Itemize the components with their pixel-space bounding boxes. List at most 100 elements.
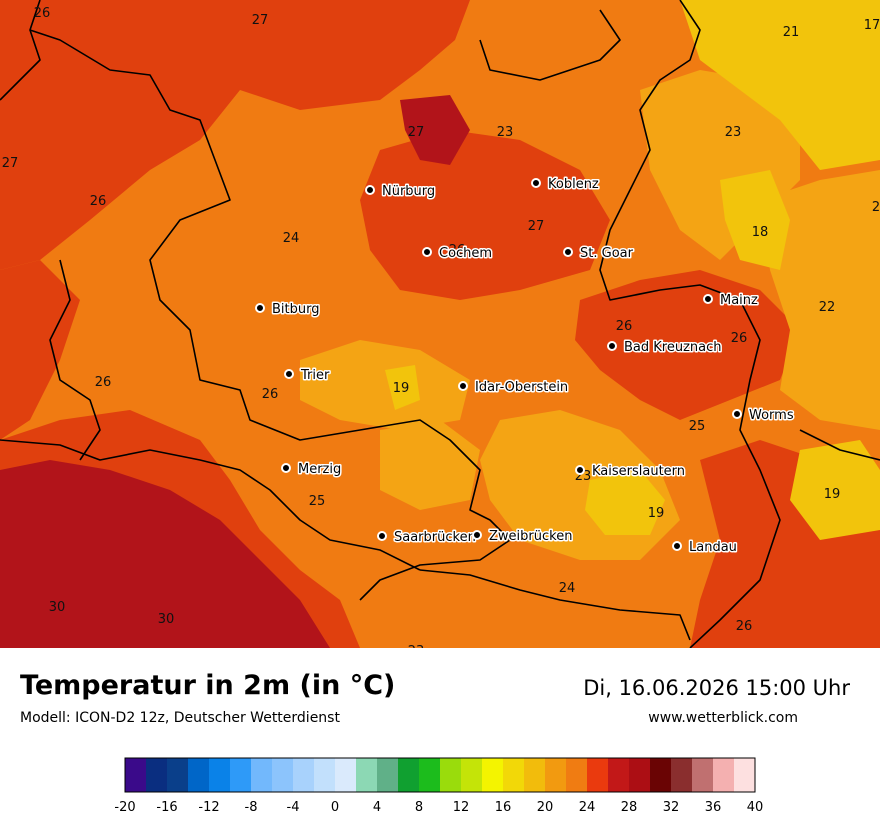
city-name: Landau — [689, 540, 737, 555]
temperature-value: 30 — [158, 612, 175, 627]
legend-swatch — [356, 758, 378, 792]
mild-zone-hunsrueck — [300, 340, 470, 430]
city-nürburg[interactable]: Nürburg — [365, 183, 437, 201]
hot-zone-north — [0, 0, 470, 270]
legend-swatch — [293, 758, 315, 792]
legend-swatch — [524, 758, 546, 792]
border-south — [419, 569, 691, 641]
legend-tick-label: -4 — [287, 800, 300, 815]
temperature-value: 17 — [864, 18, 880, 33]
legend-ticks: -20 -16 -12 -8 -4 0 4 8 12 16 20 24 28 32 36 40 — [114, 800, 763, 815]
city-name: Merzig — [298, 462, 341, 477]
temperature-value: 2 — [872, 200, 880, 215]
legend-tick-label: 20 — [537, 800, 554, 815]
temperature-value: 19 — [824, 487, 841, 502]
temperature-value: 23 — [725, 125, 742, 140]
temperature-value: 18 — [752, 225, 769, 240]
legend-tick-label: 24 — [579, 800, 596, 815]
legend-swatch — [440, 758, 462, 792]
city-name: Zweibrücken — [489, 529, 572, 544]
temperature-value: 26 — [262, 387, 279, 402]
forecast-datetime: Di, 16.06.2026 15:00 Uhr — [583, 676, 850, 700]
borders — [0, 0, 880, 648]
city-idar-oberstein[interactable]: Idar-Oberstein — [458, 379, 570, 397]
moderate-zone-odenwald — [790, 440, 880, 540]
legend-swatch — [272, 758, 294, 792]
city-cochem[interactable]: Cochem — [422, 245, 494, 263]
temperature-value: 24 — [283, 231, 300, 246]
city-worms[interactable]: Worms — [732, 407, 795, 425]
legend-canvas: -20 -16 -12 -8 -4 0 4 8 12 16 20 24 28 32 36 40 — [114, 757, 763, 815]
legend-swatch — [335, 758, 357, 792]
city-dot-icon — [575, 465, 585, 475]
border-luxembourg-saar — [29, 0, 511, 601]
border-luxembourg — [49, 259, 101, 461]
very-hot-patch-north — [400, 95, 470, 165]
city-dot-icon — [458, 381, 468, 391]
legend-swatch — [566, 758, 588, 792]
temperature-value: 22 — [819, 300, 836, 315]
temperature-value: 26 — [95, 375, 112, 390]
city-dot-icon — [607, 341, 617, 351]
temperature-value: 19 — [648, 506, 665, 521]
city-markers: Nürburg Koblenz Cochem St. Goar Mainz Bitburg… — [255, 176, 795, 557]
city-mainz[interactable]: Mainz — [703, 292, 760, 310]
temperature-map[interactable]: 26 27 21 17 27 23 23 27 26 2 27 18 24 26 22 26 26 26 19 24 2… — [0, 0, 880, 648]
legend-swatch — [587, 758, 609, 792]
city-st-goar[interactable]: St. Goar — [563, 245, 635, 263]
city-name: Trier — [300, 368, 330, 383]
map-title: Temperatur in 2m (in °C) — [20, 670, 396, 701]
city-saarbrücken[interactable]: Saarbrücken — [377, 529, 477, 547]
legend-swatch — [671, 758, 693, 792]
color-legend: -20 -16 -12 -8 -4 0 4 8 12 16 20 24 28 32 36 40 — [0, 748, 880, 828]
city-kaiserslautern[interactable]: Kaiserslautern — [575, 463, 687, 481]
legend-swatch — [314, 758, 336, 792]
city-trier[interactable]: Trier — [284, 367, 331, 385]
city-name: Koblenz — [548, 177, 599, 192]
city-zweibrücken[interactable]: Zweibrücken — [472, 528, 574, 546]
legend-swatch — [251, 758, 273, 792]
city-merzig[interactable]: Merzig — [281, 461, 343, 479]
mild-zone-east — [760, 170, 880, 430]
temperature-value: 21 — [783, 25, 800, 40]
website-url[interactable]: www.wetterblick.com — [648, 710, 798, 726]
city-landau[interactable]: Landau — [672, 539, 738, 557]
city-bitburg[interactable]: Bitburg — [255, 301, 321, 319]
city-dot-icon — [472, 530, 482, 540]
city-koblenz[interactable]: Koblenz — [531, 176, 600, 194]
temperature-value: 26 — [616, 319, 633, 334]
temperature-value: 23 — [408, 644, 425, 648]
hot-zone-mosel — [360, 130, 610, 300]
temperature-value: 26 — [731, 331, 748, 346]
legend-swatch — [125, 758, 147, 792]
temperature-value: 26 — [449, 243, 466, 258]
city-dot-icon — [732, 409, 742, 419]
temperature-value: 25 — [689, 419, 706, 434]
temperature-value: 24 — [475, 380, 492, 395]
temperature-value: 24 — [559, 581, 576, 596]
temperature-value: 26 — [736, 619, 753, 634]
legend-tick-label: 0 — [331, 800, 339, 815]
city-bad-kreuznach[interactable]: Bad Kreuznach — [607, 339, 723, 357]
city-name: Worms — [749, 408, 794, 423]
city-dot-icon — [422, 247, 432, 257]
city-name: Idar-Oberstein — [475, 380, 568, 395]
city-dot-icon — [377, 531, 387, 541]
legend-swatch — [188, 758, 210, 792]
city-dot-icon — [563, 247, 573, 257]
legend-swatch — [713, 758, 735, 792]
very-hot-zone — [0, 460, 330, 648]
moderate-zone-idar — [385, 365, 420, 410]
city-name: Cochem — [439, 246, 492, 261]
temperature-value: 25 — [309, 494, 326, 509]
legend-swatch — [650, 758, 672, 792]
legend-tick-label: 36 — [705, 800, 722, 815]
city-name: Saarbrücken — [394, 530, 476, 545]
city-name: Mainz — [720, 293, 758, 308]
city-dot-icon — [255, 303, 265, 313]
city-name: St. Goar — [580, 246, 634, 261]
legend-tick-label: 4 — [373, 800, 381, 815]
city-dot-icon — [531, 178, 541, 188]
legend-swatch — [734, 758, 756, 792]
temperature-value: 30 — [49, 600, 66, 615]
